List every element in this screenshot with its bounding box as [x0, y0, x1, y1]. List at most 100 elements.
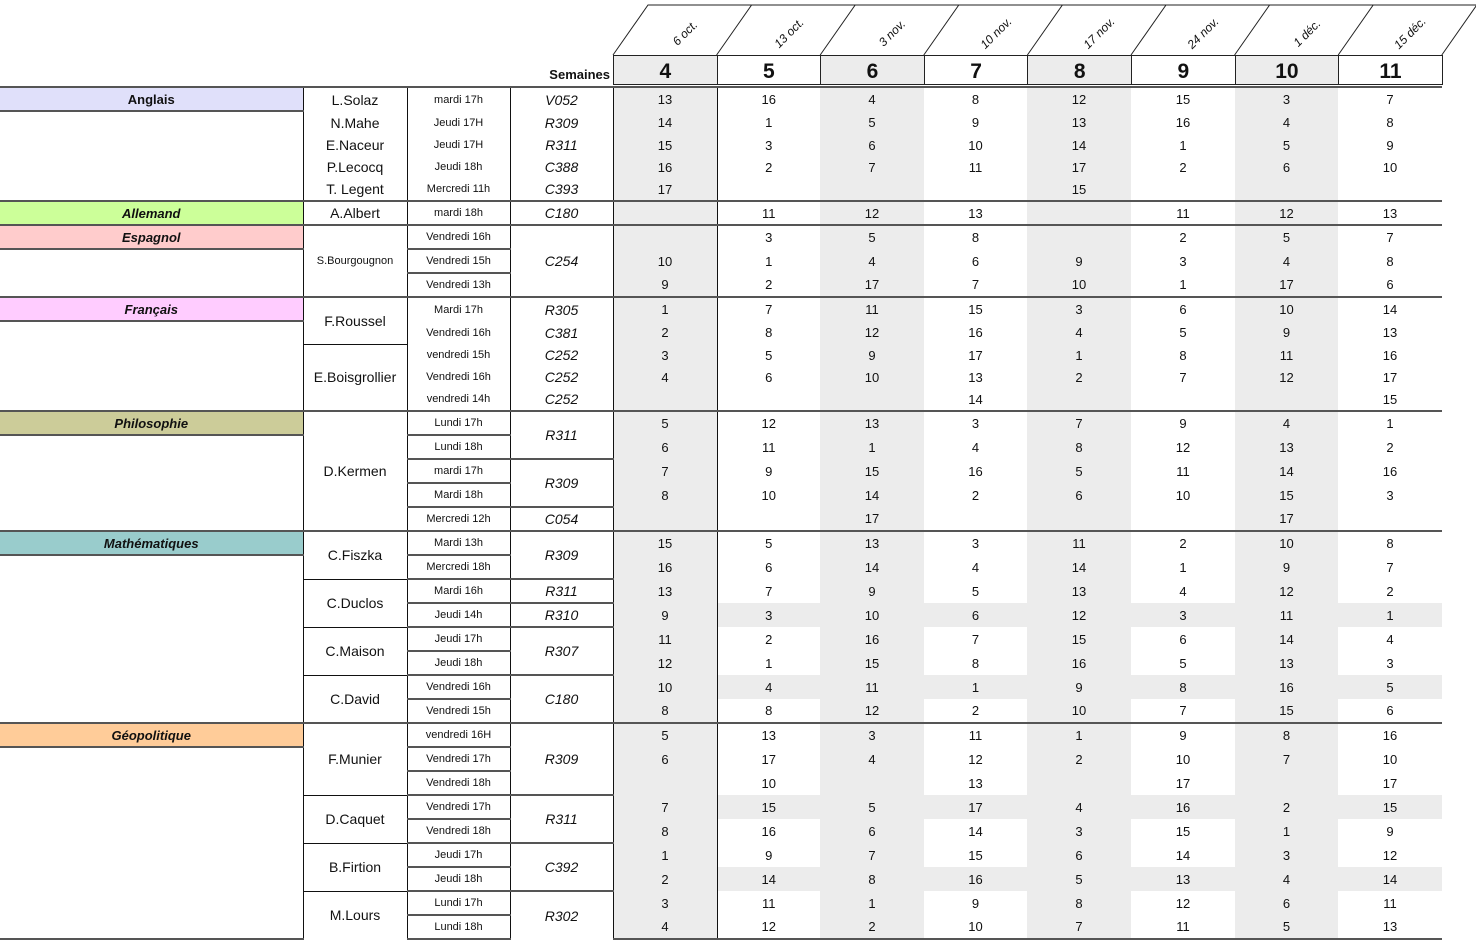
room-code: C180 [510, 200, 614, 225]
subject-empty-cell [0, 603, 303, 627]
group-number-cell: 15 [1235, 699, 1338, 723]
group-number-cell: 11 [1235, 344, 1338, 366]
group-number-cell: 4 [613, 915, 718, 940]
group-number-cell [613, 388, 718, 411]
subject-label: Espagnol [0, 224, 303, 250]
group-number-cell: 10 [1235, 296, 1338, 321]
group-number-cell [613, 507, 718, 531]
class-time: Jeudi 18h [407, 650, 511, 675]
group-number-cell: 16 [820, 627, 924, 651]
teacher-name: E.Boisgrollier [302, 343, 408, 411]
table-row: Philosophie D.Kermen Lundi 17h R311 5 12 13 3 7 9… [0, 410, 1442, 531]
class-time: Jeudi 17H [407, 134, 511, 156]
group-number-cell: 10 [613, 249, 718, 273]
table-row: B.Firtion Jeudi 17h C392 1 9 7 15 6 14 3 12 [0, 842, 1442, 891]
group-number-cell: 16 [613, 156, 718, 178]
subject-label: Philosophie [0, 410, 303, 436]
subject-empty-cell [0, 249, 303, 273]
group-number-cell: 11 [1131, 915, 1235, 940]
teacher-name: L.Solaz [302, 86, 408, 111]
group-number-cell: 14 [820, 555, 924, 579]
group-number-cell: 15 [1027, 178, 1131, 201]
subject-empty-cell [0, 555, 303, 579]
group-number-cell: 7 [1179, 703, 1187, 718]
class-time: Vendredi 17h [407, 746, 511, 771]
group-number-cell: 1 [765, 115, 773, 130]
subject-empty-cell [0, 651, 303, 675]
room-code: R309 [510, 530, 614, 579]
group-number-cell: 4 [717, 675, 820, 699]
group-number-cell: 16 [613, 555, 718, 579]
week-header-frame [716, 4, 856, 56]
group-number-cell: 13 [968, 775, 983, 791]
room-code: R309 [510, 722, 614, 795]
group-number-cell: 6 [765, 559, 773, 575]
teacher-name: M.Lours [302, 890, 408, 939]
room-code: R302 [510, 890, 614, 939]
subject-label: Anglais [0, 86, 303, 112]
subject-empty-cell [0, 388, 303, 411]
group-number-cell [717, 178, 820, 201]
table-row: Anglais L.Solaz mardi 17h V052 13 16 4 8 12 15 3 7 [0, 86, 1442, 112]
group-number-cell: 4 [1235, 410, 1338, 435]
group-number-cell: 14 [1338, 867, 1442, 891]
group-number-cell: 10 [1175, 751, 1191, 767]
group-number-cell [1131, 178, 1235, 201]
group-number-cell: 9 [820, 344, 924, 366]
table-row: Vendredi 15h 10 1 4 6 9 3 4 8 [0, 248, 1442, 273]
room-code: R309 [510, 111, 614, 134]
room-code: C252 [510, 388, 614, 411]
group-number-cell: 16 [1027, 651, 1131, 675]
group-number-cell: 10 [761, 775, 776, 791]
room-code: C393 [510, 178, 614, 201]
group-number-cell [613, 200, 718, 225]
group-number-cell: 16 [1131, 795, 1235, 819]
group-number-cell: 6 [1386, 703, 1394, 718]
group-number-cell: 13 [1338, 915, 1442, 940]
table-row: Mathématiques C.Fiszka Mardi 13h R309 15 5 13 3… [0, 530, 1442, 579]
group-number-cell: 10 [1175, 487, 1191, 503]
table-row: Mardi 18h 8 10 14 2 6 10 15 3 [0, 482, 1442, 507]
subject-empty-cell [0, 344, 303, 366]
group-number-cell: 15 [1131, 86, 1235, 111]
group-number-cell: 7 [971, 631, 980, 647]
group-number-cell: 15 [613, 134, 718, 156]
group-number-cell: 15 [1175, 823, 1191, 839]
group-number-cell: 14 [1027, 134, 1131, 156]
table-row: Vendredi 17h 6 17 4 12 2 10 7 10 [0, 746, 1442, 771]
group-number-cell: 13 [1131, 867, 1235, 891]
group-number-cell: 5 [1027, 867, 1131, 891]
group-number-cell: 3 [924, 410, 1027, 435]
subject-empty-cell [0, 891, 303, 915]
group-number-cell: 1 [765, 655, 773, 671]
group-number-cell: 14 [1027, 555, 1131, 579]
group-number-cell: 11 [762, 895, 776, 911]
group-number-cell: 1 [1235, 819, 1338, 843]
group-number-cell: 16 [968, 463, 983, 479]
group-number-cell: 16 [924, 867, 1027, 891]
group-number-cell: 8 [1179, 347, 1187, 363]
room-code: R311 [510, 134, 614, 156]
group-number-cell: 1 [1179, 277, 1187, 292]
group-number-cell: 6 [613, 747, 718, 771]
group-number-cell: 7 [1386, 559, 1394, 575]
subject-empty-cell [0, 843, 303, 867]
subject-empty-cell [0, 156, 303, 178]
class-time: Vendredi 16h [407, 224, 511, 249]
group-number-cell: 3 [924, 530, 1027, 555]
group-number-cell: 2 [1131, 224, 1235, 249]
week-number: 5 [716, 55, 822, 85]
teacher-name: A.Albert [302, 200, 408, 225]
group-number-cell: 7 [1338, 224, 1442, 249]
group-number-cell: 17 [820, 507, 924, 531]
group-number-cell: 9 [820, 579, 924, 603]
group-number-cell: 1 [1027, 722, 1131, 747]
group-number-cell: 6 [765, 369, 773, 385]
table-row: Vendredi 13h 9 2 17 7 10 1 17 6 [0, 272, 1442, 297]
group-number-cell: 4 [1179, 583, 1187, 599]
group-number-cell: 1 [1338, 603, 1442, 627]
group-number-cell: 10 [1382, 751, 1398, 767]
group-number-cell: 9 [1386, 823, 1394, 839]
group-number-cell: 7 [971, 277, 980, 292]
week-header-frame [923, 4, 1063, 56]
